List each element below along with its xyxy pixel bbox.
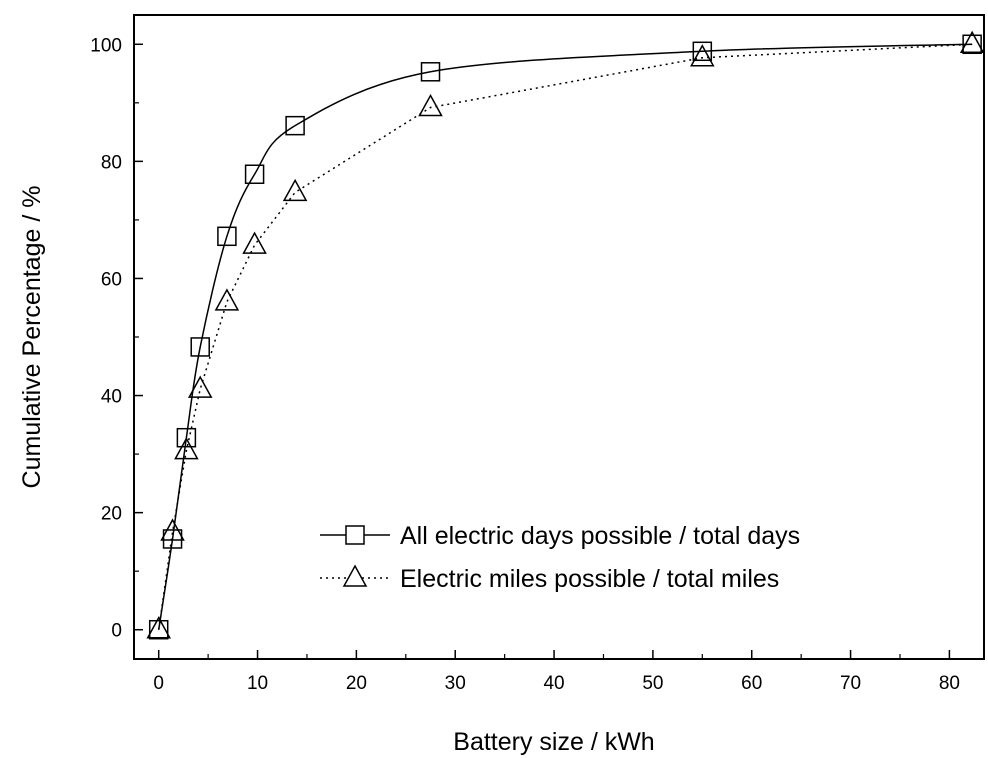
x-tick-label: 0 <box>153 673 164 694</box>
series-2 <box>146 30 985 639</box>
y-tick-label: 0 <box>111 621 122 642</box>
legend-item-days: All electric days possible / total days <box>320 522 800 550</box>
data-point-triangle <box>214 288 240 311</box>
data-point-square <box>162 529 183 549</box>
x-tick-label: 80 <box>939 673 960 694</box>
x-tick-label: 30 <box>445 673 466 694</box>
y-tick-label: 80 <box>101 152 122 173</box>
x-axis-title: Battery size / kWh <box>453 728 654 756</box>
legend-label-miles: Electric miles possible / total miles <box>400 565 779 593</box>
data-point-triangle <box>418 93 443 117</box>
series-1 <box>148 34 982 640</box>
x-axis-ticks: 0 10 20 30 40 50 60 70 80 <box>153 650 960 694</box>
data-point-square <box>692 41 713 62</box>
data-point-triangle <box>187 375 213 398</box>
data-point-triangle <box>690 44 715 67</box>
x-tick-label: 10 <box>247 673 268 694</box>
data-point-square <box>148 619 169 640</box>
data-point-square <box>962 34 982 55</box>
data-point-square <box>285 115 305 136</box>
x-tick-label: 70 <box>840 673 861 694</box>
x-tick-label: 60 <box>741 673 762 694</box>
data-point-square <box>176 427 197 448</box>
legend-item-miles: Electric miles possible / total miles <box>320 564 779 593</box>
data-point-square <box>217 226 237 247</box>
plot-frame <box>133 14 985 660</box>
data-point-triangle <box>174 437 199 460</box>
data-point-triangle <box>160 518 185 541</box>
y-tick-label: 60 <box>101 269 122 290</box>
x-tick-label: 40 <box>543 673 564 694</box>
y-tick-label: 20 <box>101 504 122 525</box>
series-line <box>157 43 973 630</box>
data-point-triangle <box>959 30 985 54</box>
data-point-triangle <box>242 231 267 254</box>
y-tick-label: 40 <box>101 387 122 408</box>
series-layer <box>146 30 985 640</box>
data-point-triangle <box>282 178 308 202</box>
data-point-square <box>244 164 265 184</box>
data-point-square <box>190 337 210 357</box>
y-axis-title: Cumulative Percentage / % <box>18 186 46 489</box>
legend-marker-square <box>345 525 365 545</box>
x-tick-label: 50 <box>642 673 663 694</box>
data-point-square <box>420 62 441 82</box>
x-tick-label: 20 <box>346 673 367 694</box>
y-axis-ticks: 0 20 40 60 80 100 <box>90 35 143 642</box>
y-tick-label: 100 <box>90 35 122 56</box>
legend: All electric days possible / total days … <box>320 522 800 593</box>
data-point-triangle <box>146 616 171 639</box>
legend-marker-triangle <box>342 564 368 587</box>
legend-label-days: All electric days possible / total days <box>400 522 800 550</box>
series-line <box>157 43 973 630</box>
